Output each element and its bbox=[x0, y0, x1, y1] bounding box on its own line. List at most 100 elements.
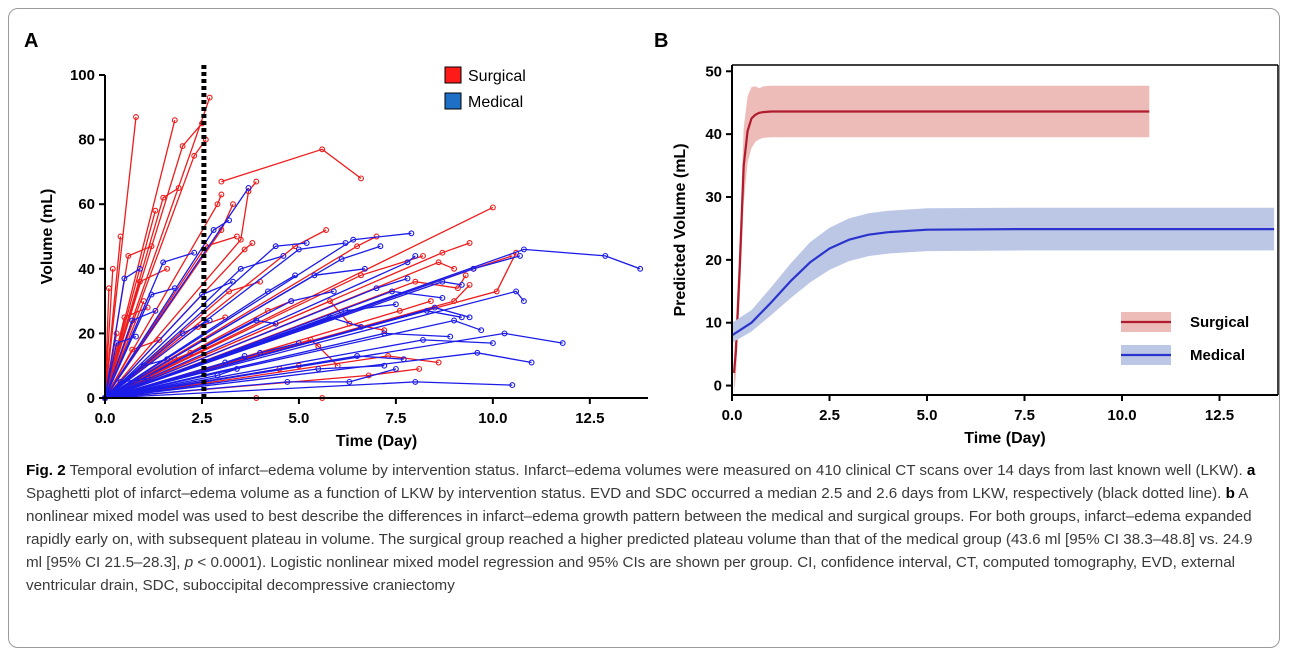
data-point bbox=[435, 259, 442, 266]
panel-a-chart: 0.0 2.5 5.0 7.5 10.0 12.5 0 20 40 60 80 100 Time (Da… bbox=[39, 65, 648, 450]
trajectory-line bbox=[104, 355, 245, 399]
caption-b-text-1: A nonlinear mixed model was used to best… bbox=[26, 485, 1253, 571]
data-point bbox=[466, 281, 473, 288]
data-point bbox=[191, 152, 198, 159]
x-tick-label: 0.0 bbox=[722, 407, 743, 424]
data-point bbox=[338, 256, 345, 263]
data-point bbox=[493, 288, 500, 295]
data-point bbox=[361, 265, 368, 272]
data-point bbox=[253, 317, 260, 324]
trajectory-line bbox=[104, 242, 307, 399]
trajectory-line bbox=[104, 368, 238, 399]
data-point bbox=[241, 246, 248, 253]
data-point bbox=[148, 243, 155, 250]
data-point bbox=[458, 281, 465, 288]
data-point bbox=[412, 252, 419, 259]
data-point bbox=[191, 249, 198, 256]
data-point bbox=[214, 372, 221, 379]
legend: Surgical Medical bbox=[1121, 312, 1249, 365]
series-surgical bbox=[732, 85, 1150, 392]
x-axis-title: Time (Day) bbox=[336, 433, 418, 450]
data-point bbox=[241, 353, 248, 359]
data-point bbox=[288, 298, 295, 305]
data-point bbox=[125, 252, 132, 259]
x-tick-label: 2.5 bbox=[192, 410, 213, 427]
trajectory-line bbox=[104, 365, 385, 399]
x-axis-title: Time (Day) bbox=[964, 430, 1046, 447]
caption-a-text: Spaghetti plot of infarct–edema volume a… bbox=[26, 485, 1226, 502]
series-medical bbox=[731, 207, 1275, 343]
trajectory-line bbox=[104, 268, 365, 399]
data-point bbox=[152, 307, 159, 314]
data-point bbox=[319, 146, 326, 153]
data-point bbox=[412, 278, 419, 285]
trajectory-line bbox=[104, 268, 141, 399]
trajectory-line bbox=[104, 252, 195, 399]
data-point bbox=[559, 340, 566, 347]
caption-figure-label: Fig. 2 bbox=[26, 462, 66, 479]
data-point bbox=[451, 265, 458, 272]
data-point bbox=[133, 114, 139, 120]
data-point bbox=[346, 378, 353, 385]
data-point bbox=[513, 288, 520, 295]
trajectory-line bbox=[104, 255, 424, 399]
data-point bbox=[373, 285, 380, 292]
data-point bbox=[179, 143, 186, 150]
trajectory-line bbox=[104, 242, 346, 399]
data-point bbox=[392, 365, 399, 372]
data-point bbox=[129, 317, 136, 324]
data-point bbox=[237, 265, 244, 272]
trajectory-line bbox=[104, 332, 451, 399]
trajectory-line bbox=[104, 335, 137, 399]
trajectory-line bbox=[104, 306, 470, 399]
confidence-band bbox=[732, 207, 1275, 343]
trajectory-line bbox=[104, 319, 482, 399]
data-point bbox=[466, 240, 473, 246]
data-point bbox=[136, 265, 143, 272]
y-tick-label: 50 bbox=[705, 63, 722, 80]
data-point bbox=[160, 259, 167, 266]
data-point bbox=[517, 252, 523, 259]
data-point bbox=[451, 298, 458, 305]
data-point bbox=[121, 275, 128, 282]
data-point bbox=[327, 314, 333, 321]
data-point bbox=[377, 243, 384, 250]
data-point bbox=[420, 252, 426, 259]
x-tick-label: 2.5 bbox=[819, 407, 840, 424]
trajectory-line bbox=[104, 310, 462, 399]
data-point bbox=[206, 94, 213, 101]
data-point bbox=[427, 298, 434, 305]
data-point bbox=[354, 353, 361, 359]
legend-label-medical: Medical bbox=[468, 94, 523, 111]
y-axis-title: Predicted Volume (mL) bbox=[672, 143, 689, 316]
data-point bbox=[381, 327, 388, 334]
data-point bbox=[226, 288, 233, 295]
data-point bbox=[113, 330, 120, 337]
x-tick-label: 5.0 bbox=[288, 410, 309, 427]
x-tick-label: 7.5 bbox=[1014, 407, 1035, 424]
data-point bbox=[451, 317, 458, 324]
data-point bbox=[404, 275, 411, 282]
data-point bbox=[470, 265, 477, 272]
data-point bbox=[520, 298, 527, 305]
trajectory-line bbox=[104, 219, 230, 399]
data-point bbox=[156, 336, 163, 343]
y-tick-label: 20 bbox=[78, 325, 95, 342]
data-point bbox=[489, 340, 496, 347]
trajectory-line bbox=[104, 232, 412, 399]
data-point bbox=[501, 330, 508, 337]
data-point bbox=[175, 185, 182, 191]
data-point bbox=[439, 294, 446, 301]
legend-label-medical: Medical bbox=[1190, 347, 1245, 364]
data-point bbox=[400, 356, 407, 363]
trajectory-line bbox=[104, 235, 377, 399]
fit-line bbox=[732, 110, 1150, 374]
data-point bbox=[439, 249, 446, 256]
data-point bbox=[330, 288, 337, 295]
trajectory-line bbox=[104, 236, 122, 399]
trajectory-line bbox=[104, 116, 137, 399]
data-point bbox=[520, 246, 527, 253]
data-point bbox=[245, 185, 252, 191]
data-point bbox=[171, 117, 178, 124]
